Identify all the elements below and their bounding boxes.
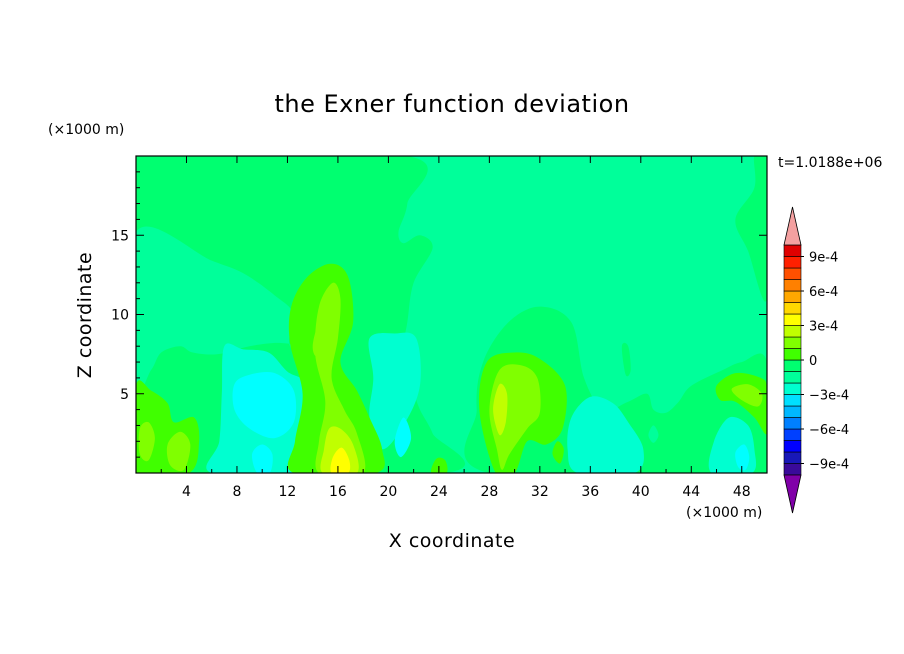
x-unit-label: (×1000 m) [686, 505, 762, 521]
chart-title: the Exner function deviation [274, 90, 629, 118]
colorbar-band-12 [783, 336, 802, 349]
x-axis: 4 8 12 16 20 24 28 32 36 40 44 48 [160, 156, 751, 500]
colorbar-band-7 [783, 394, 802, 407]
colorbar-min-extension [783, 474, 802, 514]
contour-region-neg1-4 [136, 226, 320, 393]
contour-fill-layer [136, 156, 767, 473]
colorbar-band-8 [783, 382, 802, 395]
contour-region-pos3-20 [493, 383, 508, 436]
x-tick-label-44: 44 [682, 484, 700, 500]
colorbar-band-10 [783, 359, 802, 372]
colorbar-band-15 [783, 302, 802, 315]
contour-region-pos2-22 [138, 421, 155, 462]
colorbar-band-13 [783, 325, 802, 338]
colorbar-band-6 [783, 405, 802, 418]
y-tick-label-15: 15 [111, 228, 129, 244]
colorbar-label: −9e-4 [809, 458, 849, 473]
y-tick-label-10: 10 [111, 308, 129, 324]
x-tick-label-20: 20 [379, 484, 397, 500]
y-axis-label: Z coordinate [74, 252, 96, 378]
x-tick-label-48: 48 [733, 484, 751, 500]
contour-region-pos2-17 [312, 330, 322, 357]
contour-region-neg3-9 [394, 417, 412, 458]
contour-region-pos4-16 [330, 447, 351, 473]
x-axis-label: X coordinate [389, 530, 515, 552]
colorbar-band-19 [783, 256, 802, 269]
x-tick-label-4: 4 [182, 484, 191, 500]
colorbar-band-17 [783, 279, 802, 292]
colorbar-band-16 [783, 290, 802, 303]
colorbar-label: 0 [809, 354, 817, 369]
colorbar-band-11 [783, 348, 802, 361]
colorbar-label: −3e-4 [809, 389, 849, 404]
contour-region-pos1-27 [552, 441, 564, 464]
x-tick-label-36: 36 [581, 484, 599, 500]
colorbar-label: −6e-4 [809, 423, 849, 438]
x-tick-label-40: 40 [632, 484, 650, 500]
contour-region-neg3-6 [232, 371, 297, 439]
contour-region-neg3-7 [251, 444, 273, 473]
colorbar: 9e-4 6e-4 3e-4 0 −3e-4 −6e-4 −9e-4 [783, 206, 849, 514]
y-tick-label-5: 5 [120, 387, 129, 403]
contour-region-neg2-10 [567, 396, 644, 473]
x-tick-label-24: 24 [430, 484, 448, 500]
contour-region-pos1-26 [430, 457, 448, 473]
x-tick-label-28: 28 [480, 484, 498, 500]
contour-region-pos2-25 [731, 384, 763, 407]
colorbar-max-extension [783, 206, 802, 246]
x-tick-label-12: 12 [279, 484, 297, 500]
colorbar-label: 9e-4 [809, 251, 838, 266]
contour-region-pos1-13 [287, 263, 385, 473]
colorbar-label: 6e-4 [809, 285, 838, 300]
plot-area [135, 155, 768, 474]
colorbar-band-5 [783, 417, 802, 430]
colorbar-band-14 [783, 313, 802, 326]
colorbar-band-9 [783, 371, 802, 384]
contour-region-zero-1 [735, 156, 767, 302]
colorbar-band-1 [783, 463, 802, 476]
colorbar-band-4 [783, 428, 802, 441]
x-tick-label-16: 16 [329, 484, 347, 500]
contour-region-neg1-28 [648, 425, 659, 443]
contour-region-pos2-14 [314, 282, 366, 473]
colorbar-band-20 [783, 244, 802, 257]
colorbar-band-18 [783, 267, 802, 280]
contour-region-pos2-23 [166, 431, 191, 472]
y-unit-label: (×1000 m) [48, 122, 124, 138]
contour-region-zero-3 [621, 342, 631, 377]
y-axis: 5 10 15 [111, 171, 767, 458]
colorbar-band-2 [783, 451, 802, 464]
x-tick-label-8: 8 [232, 484, 241, 500]
colorbar-label: 3e-4 [809, 320, 838, 335]
colorbar-band-3 [783, 440, 802, 453]
contour-region-neg2-8 [368, 332, 421, 450]
contour-region-neg3-12 [735, 444, 750, 471]
time-label: t=1.0188e+06 [778, 155, 882, 171]
x-tick-label-32: 32 [531, 484, 549, 500]
